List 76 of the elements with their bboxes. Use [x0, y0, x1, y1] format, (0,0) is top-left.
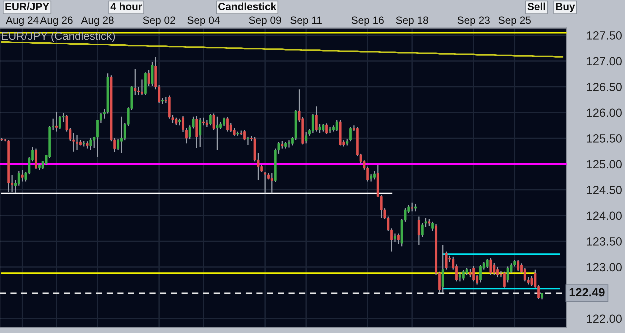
- candlestick: [246, 136, 250, 146]
- candlestick: [168, 95, 171, 120]
- candlestick: [264, 171, 267, 194]
- candlestick: [462, 270, 465, 282]
- x-tick-label: Aug 28: [81, 16, 114, 26]
- y-tick-label: 123.50: [587, 238, 622, 246]
- candlestick: [530, 276, 534, 287]
- candlestick: [397, 233, 400, 245]
- y-tick-label: 127.50: [587, 32, 622, 40]
- candlestick: [517, 259, 520, 272]
- candlestick: [144, 72, 147, 96]
- text: Buy: [556, 3, 576, 13]
- candlestick: [524, 268, 526, 282]
- x-tick-label: Sep 16: [352, 16, 384, 26]
- y-tick-label: 122.00: [587, 314, 622, 324]
- candlestick: [442, 244, 444, 294]
- candlestick: [418, 216, 420, 246]
- candlestick: [226, 116, 229, 132]
- candlestick: [493, 262, 496, 276]
- y-tick-label: 126.50: [587, 83, 622, 92]
- candlestick: [486, 258, 489, 269]
- candlestick: [339, 120, 342, 146]
- y-tick-label: 124.50: [587, 186, 622, 194]
- text: EUR/JPY: [6, 2, 50, 11]
- candlestick: [288, 140, 290, 148]
- candlestick: [244, 130, 246, 142]
- y-tick-label: 123.00: [587, 263, 622, 272]
- x-tick-label: Sep 04: [188, 16, 220, 26]
- y-tick-label: 125.50: [587, 134, 622, 143]
- candlestick: [202, 117, 206, 126]
- y-tick-label: 125.00: [587, 160, 622, 169]
- candlestick: [329, 126, 332, 134]
- x-tick-label: Sep 09: [249, 16, 282, 26]
- candlestick: [90, 138, 92, 151]
- candlestick: [148, 70, 150, 87]
- ref-line-label: 122.49: [570, 288, 605, 297]
- candlestick: [315, 106, 318, 132]
- candlestick: [326, 123, 328, 135]
- candlestick: [270, 172, 274, 194]
- line-series: [1, 41, 564, 58]
- candlestick: [421, 222, 424, 238]
- candlestick: [496, 266, 500, 278]
- x-tick-label: Sep 02: [143, 16, 176, 26]
- candlestick: [120, 116, 123, 154]
- candlestick: [196, 116, 198, 149]
- candlestick: [140, 79, 144, 96]
- candlestick: [134, 68, 137, 96]
- candlestick: [199, 118, 202, 148]
- candlestick: [56, 112, 58, 132]
- candlestick: [350, 126, 352, 142]
- candlestick: [209, 114, 212, 126]
- y-tick-label: 124.00: [587, 212, 622, 220]
- x-tick-label: Sep 25: [498, 16, 531, 26]
- x-tick-label: Sep 18: [396, 16, 428, 26]
- candlestick: [318, 124, 322, 134]
- text: Candlestick: [218, 2, 277, 10]
- candlestick: [490, 258, 492, 276]
- candlestick: [58, 116, 62, 130]
- candlestick: [305, 132, 308, 144]
- candlestick: [76, 134, 79, 151]
- x-tick-label: Sep 11: [290, 16, 322, 26]
- candlestick: [35, 148, 38, 170]
- candlestick: [479, 264, 482, 284]
- chart-title: EUR/JPY (Candlestick): [2, 32, 116, 42]
- candlestick: [458, 272, 462, 282]
- candlestick: [216, 116, 219, 151]
- candlestick: [336, 120, 338, 132]
- x-tick-label: Aug 26: [40, 16, 73, 26]
- y-tick-label: 127.00: [587, 57, 622, 66]
- text: Sell: [528, 2, 546, 10]
- y-tick-label: 126.00: [587, 108, 622, 118]
- candlestick: [21, 170, 24, 182]
- text: 4 hour: [110, 2, 142, 10]
- x-tick-label: Sep 23: [458, 16, 490, 26]
- candlestick: [472, 266, 476, 282]
- x-tick-label: Aug 24: [6, 16, 39, 26]
